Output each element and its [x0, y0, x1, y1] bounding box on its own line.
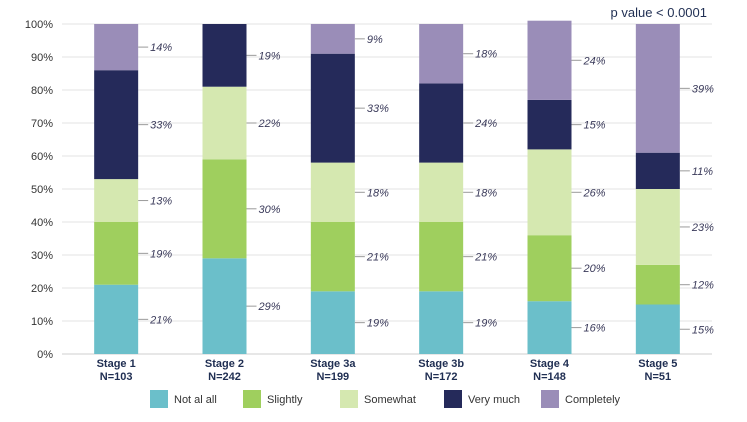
bar-segment: [419, 222, 464, 292]
data-label: 22%: [258, 118, 281, 130]
bar-segment: [527, 99, 572, 150]
bar-segment: [419, 83, 464, 163]
data-label: 30%: [259, 204, 281, 216]
data-label: 21%: [474, 252, 497, 264]
data-label: 18%: [475, 187, 497, 199]
data-label: 24%: [583, 55, 606, 67]
bar-segment: [202, 24, 247, 87]
y-tick-label: 80%: [31, 85, 53, 97]
x-tick-n-label: N=103: [100, 371, 133, 383]
legend-swatch: [150, 390, 168, 408]
legend-label: Completely: [565, 394, 621, 406]
y-tick-label: 0%: [37, 349, 53, 361]
legend-label: Slightly: [267, 394, 303, 406]
bar-segment: [310, 24, 355, 54]
data-label: 29%: [258, 301, 281, 313]
x-tick-label: Stage 2: [205, 358, 244, 370]
x-tick-n-label: N=242: [208, 371, 241, 383]
bar-segment: [202, 86, 247, 160]
data-label: 15%: [584, 120, 606, 132]
bar-segment: [527, 20, 572, 100]
data-label: 19%: [150, 248, 172, 260]
bar-segment: [635, 152, 680, 189]
x-tick-label: Stage 4: [530, 358, 570, 370]
legend-swatch: [541, 390, 559, 408]
legend-swatch: [340, 390, 358, 408]
x-tick-label: Stage 5: [638, 358, 677, 370]
data-label: 23%: [691, 222, 714, 234]
data-label: 33%: [150, 120, 172, 132]
y-tick-label: 50%: [31, 184, 53, 196]
data-label: 39%: [692, 83, 714, 95]
data-label: 11%: [692, 166, 713, 178]
bar-segment: [202, 258, 247, 354]
data-label: 33%: [367, 103, 389, 115]
data-label: 21%: [149, 314, 172, 326]
data-label: 26%: [583, 187, 606, 199]
legend-swatch: [444, 390, 462, 408]
bar-segment: [310, 53, 355, 163]
bar-segment: [310, 291, 355, 354]
bar-segment: [635, 304, 680, 354]
bar-segment: [94, 179, 139, 222]
data-label: 20%: [583, 263, 606, 275]
bar-segment: [635, 264, 680, 305]
data-label: 16%: [584, 323, 606, 335]
bar-segment: [310, 222, 355, 292]
legend-label: Very much: [468, 394, 520, 406]
data-label: 18%: [475, 49, 497, 61]
data-label: 13%: [150, 196, 172, 208]
data-label: 14%: [150, 42, 172, 54]
bar-segment: [419, 24, 464, 84]
bar-segment: [202, 159, 247, 259]
y-tick-label: 20%: [31, 283, 53, 295]
y-tick-label: 70%: [31, 118, 53, 130]
data-label: 12%: [692, 280, 714, 292]
bar-segment: [94, 222, 139, 285]
y-tick-label: 10%: [31, 316, 53, 328]
y-tick-label: 40%: [31, 217, 53, 229]
bar-segment: [635, 24, 680, 153]
bar-segment: [527, 149, 572, 236]
data-label: 24%: [474, 118, 497, 130]
bar-segment: [94, 284, 139, 354]
data-label: 19%: [367, 318, 389, 330]
p-value-annotation: p value < 0.0001: [610, 5, 708, 20]
data-label: 9%: [367, 34, 383, 46]
x-tick-label: Stage 3b: [418, 358, 464, 370]
y-tick-label: 100%: [25, 19, 53, 31]
x-tick-n-label: N=51: [645, 371, 672, 383]
bar-segment: [310, 162, 355, 222]
data-label: 19%: [475, 318, 497, 330]
x-tick-label: Stage 3a: [310, 358, 356, 370]
bar-segment: [94, 24, 139, 71]
bar-segment: [527, 301, 572, 354]
y-tick-label: 60%: [31, 151, 53, 163]
y-tick-label: 30%: [31, 250, 53, 262]
legend-swatch: [243, 390, 261, 408]
bar-segment: [527, 235, 572, 302]
y-tick-label: 90%: [31, 52, 53, 64]
legend-label: Not al all: [174, 394, 217, 406]
x-tick-label: Stage 1: [97, 358, 136, 370]
bar-segment: [419, 291, 464, 354]
legend-label: Somewhat: [364, 394, 416, 406]
data-label: 18%: [367, 187, 389, 199]
bar-segment: [94, 70, 139, 180]
x-tick-n-label: N=148: [533, 371, 566, 383]
x-tick-n-label: N=172: [425, 371, 458, 383]
data-label: 15%: [692, 324, 714, 336]
bar-segment: [419, 162, 464, 222]
data-label: 19%: [259, 50, 281, 62]
bar-segment: [635, 189, 680, 265]
x-tick-n-label: N=199: [316, 371, 349, 383]
data-label: 21%: [366, 252, 389, 264]
